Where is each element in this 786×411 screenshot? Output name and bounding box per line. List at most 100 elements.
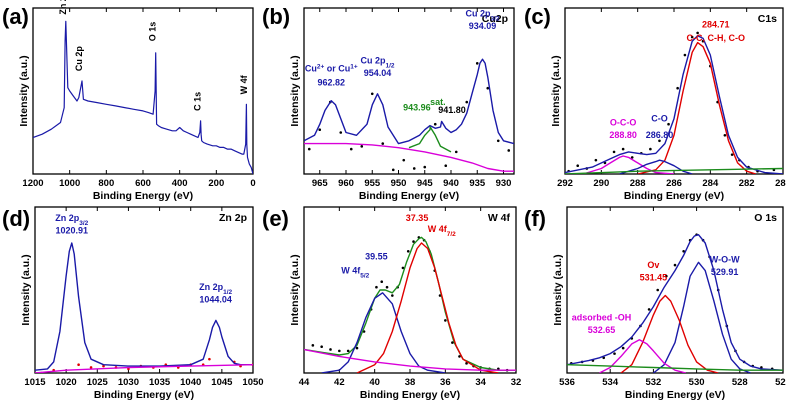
x-tick-label: 526 — [775, 377, 786, 388]
data-point — [433, 122, 437, 126]
data-point — [690, 35, 694, 39]
x-tick-label: 940 — [443, 178, 459, 189]
x-tick-label: 1045 — [211, 377, 233, 388]
annotation-label: O 1s — [148, 22, 158, 42]
x-tick-label: 290 — [593, 178, 609, 189]
annotation-label: C 1s — [193, 92, 203, 111]
data-point — [451, 341, 454, 344]
data-point — [370, 92, 374, 96]
annotation-label: 1044.04 — [199, 294, 232, 304]
annotation-label: O-C-O — [610, 118, 637, 128]
series-line-baseline — [565, 167, 783, 174]
data-point — [602, 356, 606, 360]
data-point — [412, 240, 415, 243]
panel-c: (c) 292 290 288 286 284 282 280 Binding Energy (… — [524, 4, 786, 202]
series-line-adsorbed-oh — [599, 339, 686, 373]
panel-e: (e) 44 42 40 38 36 34 32 Binding Energy (eV) Inte… — [262, 206, 521, 401]
x-tick-label: 32 — [511, 377, 522, 388]
data-point — [621, 147, 625, 151]
data-point — [391, 168, 395, 172]
x-tick-label: 1025 — [87, 377, 109, 388]
data-point — [349, 147, 353, 151]
data-point — [682, 249, 685, 253]
data-point — [208, 357, 211, 361]
annotation-label: Zn 2p — [58, 0, 68, 15]
data-point — [458, 355, 461, 358]
ann-part: 2+ — [317, 63, 325, 70]
y-axis-label: Intensity (a.u.) — [550, 55, 562, 126]
data-point — [329, 348, 332, 351]
data-point — [673, 263, 677, 267]
y-axis-label: Intensity (a.u.) — [18, 55, 30, 126]
series-line-fit — [35, 242, 253, 371]
x-tick-label: 34 — [475, 377, 486, 388]
annotation-label: 934.09 — [469, 21, 497, 31]
data-point — [375, 285, 378, 289]
annotation-label: 941.80 — [438, 105, 466, 115]
x-tick-label: 534 — [602, 377, 619, 388]
chart-title: W 4f — [488, 212, 511, 224]
series-line-survey — [33, 20, 253, 174]
series-line-fit — [565, 35, 783, 174]
x-tick-label: 36 — [440, 377, 451, 388]
panel-d: (d) 1015 1020 1025 1030 1035 1040 1045 1050 Bindi… — [2, 206, 264, 401]
plot-area — [35, 242, 253, 373]
x-tick-label: 286 — [666, 178, 682, 189]
data-point — [730, 153, 734, 156]
x-axis-label: Binding Energy (eV) — [360, 389, 460, 401]
x-tick-label: 955 — [364, 178, 381, 189]
data-point — [656, 288, 660, 292]
plot-area — [304, 58, 514, 172]
annotation-label: Zn 2p1/2 — [199, 282, 232, 296]
series-line-c-o — [619, 159, 693, 174]
ann-part: 1+ — [350, 63, 358, 70]
data-point — [475, 62, 479, 65]
panel-label: (b) — [262, 4, 290, 29]
data-point — [360, 145, 364, 148]
annotation-label: W-O-W — [710, 254, 740, 264]
ann-sub: 1/2 — [223, 289, 232, 296]
annotation-label: W 4f — [239, 74, 249, 94]
ann-sub: 1/2 — [385, 62, 394, 69]
plot-area — [304, 236, 516, 373]
data-point — [612, 150, 616, 154]
annotation-label: C-C, C-H, C-O — [687, 33, 746, 43]
x-tick-label: 965 — [312, 178, 329, 189]
data-point — [465, 100, 469, 104]
data-point — [594, 158, 598, 162]
x-tick-label: 1035 — [149, 377, 171, 388]
ann-main: Cu 2p — [360, 55, 386, 65]
ann-sub: 3/2 — [490, 15, 499, 22]
annotation-label: 37.35 — [406, 213, 429, 223]
data-point — [658, 139, 661, 143]
x-tick-label: 1015 — [24, 377, 46, 388]
data-point — [444, 164, 448, 167]
annotation-label: Cu 2p — [74, 46, 84, 72]
x-tick-label: 38 — [405, 377, 416, 388]
data-point — [423, 165, 427, 169]
x-tick-label: 292 — [557, 178, 573, 189]
data-point — [630, 156, 634, 159]
annotation-label: 954.04 — [364, 68, 392, 78]
data-point — [380, 280, 384, 284]
x-tick-label: 945 — [417, 178, 434, 189]
data-point — [318, 128, 322, 132]
panel-label: (c) — [524, 4, 551, 29]
chart-title: O 1s — [754, 212, 777, 224]
annotation-label: 962.82 — [318, 77, 346, 87]
x-tick-label: 935 — [469, 178, 486, 189]
data-point — [381, 142, 385, 145]
data-point — [576, 164, 580, 167]
data-point — [385, 285, 389, 289]
panel-label: (a) — [2, 4, 29, 29]
data-point — [412, 167, 416, 170]
x-tick-label: 284 — [702, 178, 719, 189]
ann-sub: 7/2 — [447, 230, 456, 237]
x-tick-label: 42 — [334, 377, 345, 388]
x-axis-label: Binding Energy (eV) — [359, 190, 459, 202]
data-point — [355, 346, 359, 350]
x-tick-label: 600 — [135, 178, 151, 189]
plot-frame — [303, 206, 517, 374]
data-point — [465, 362, 468, 365]
